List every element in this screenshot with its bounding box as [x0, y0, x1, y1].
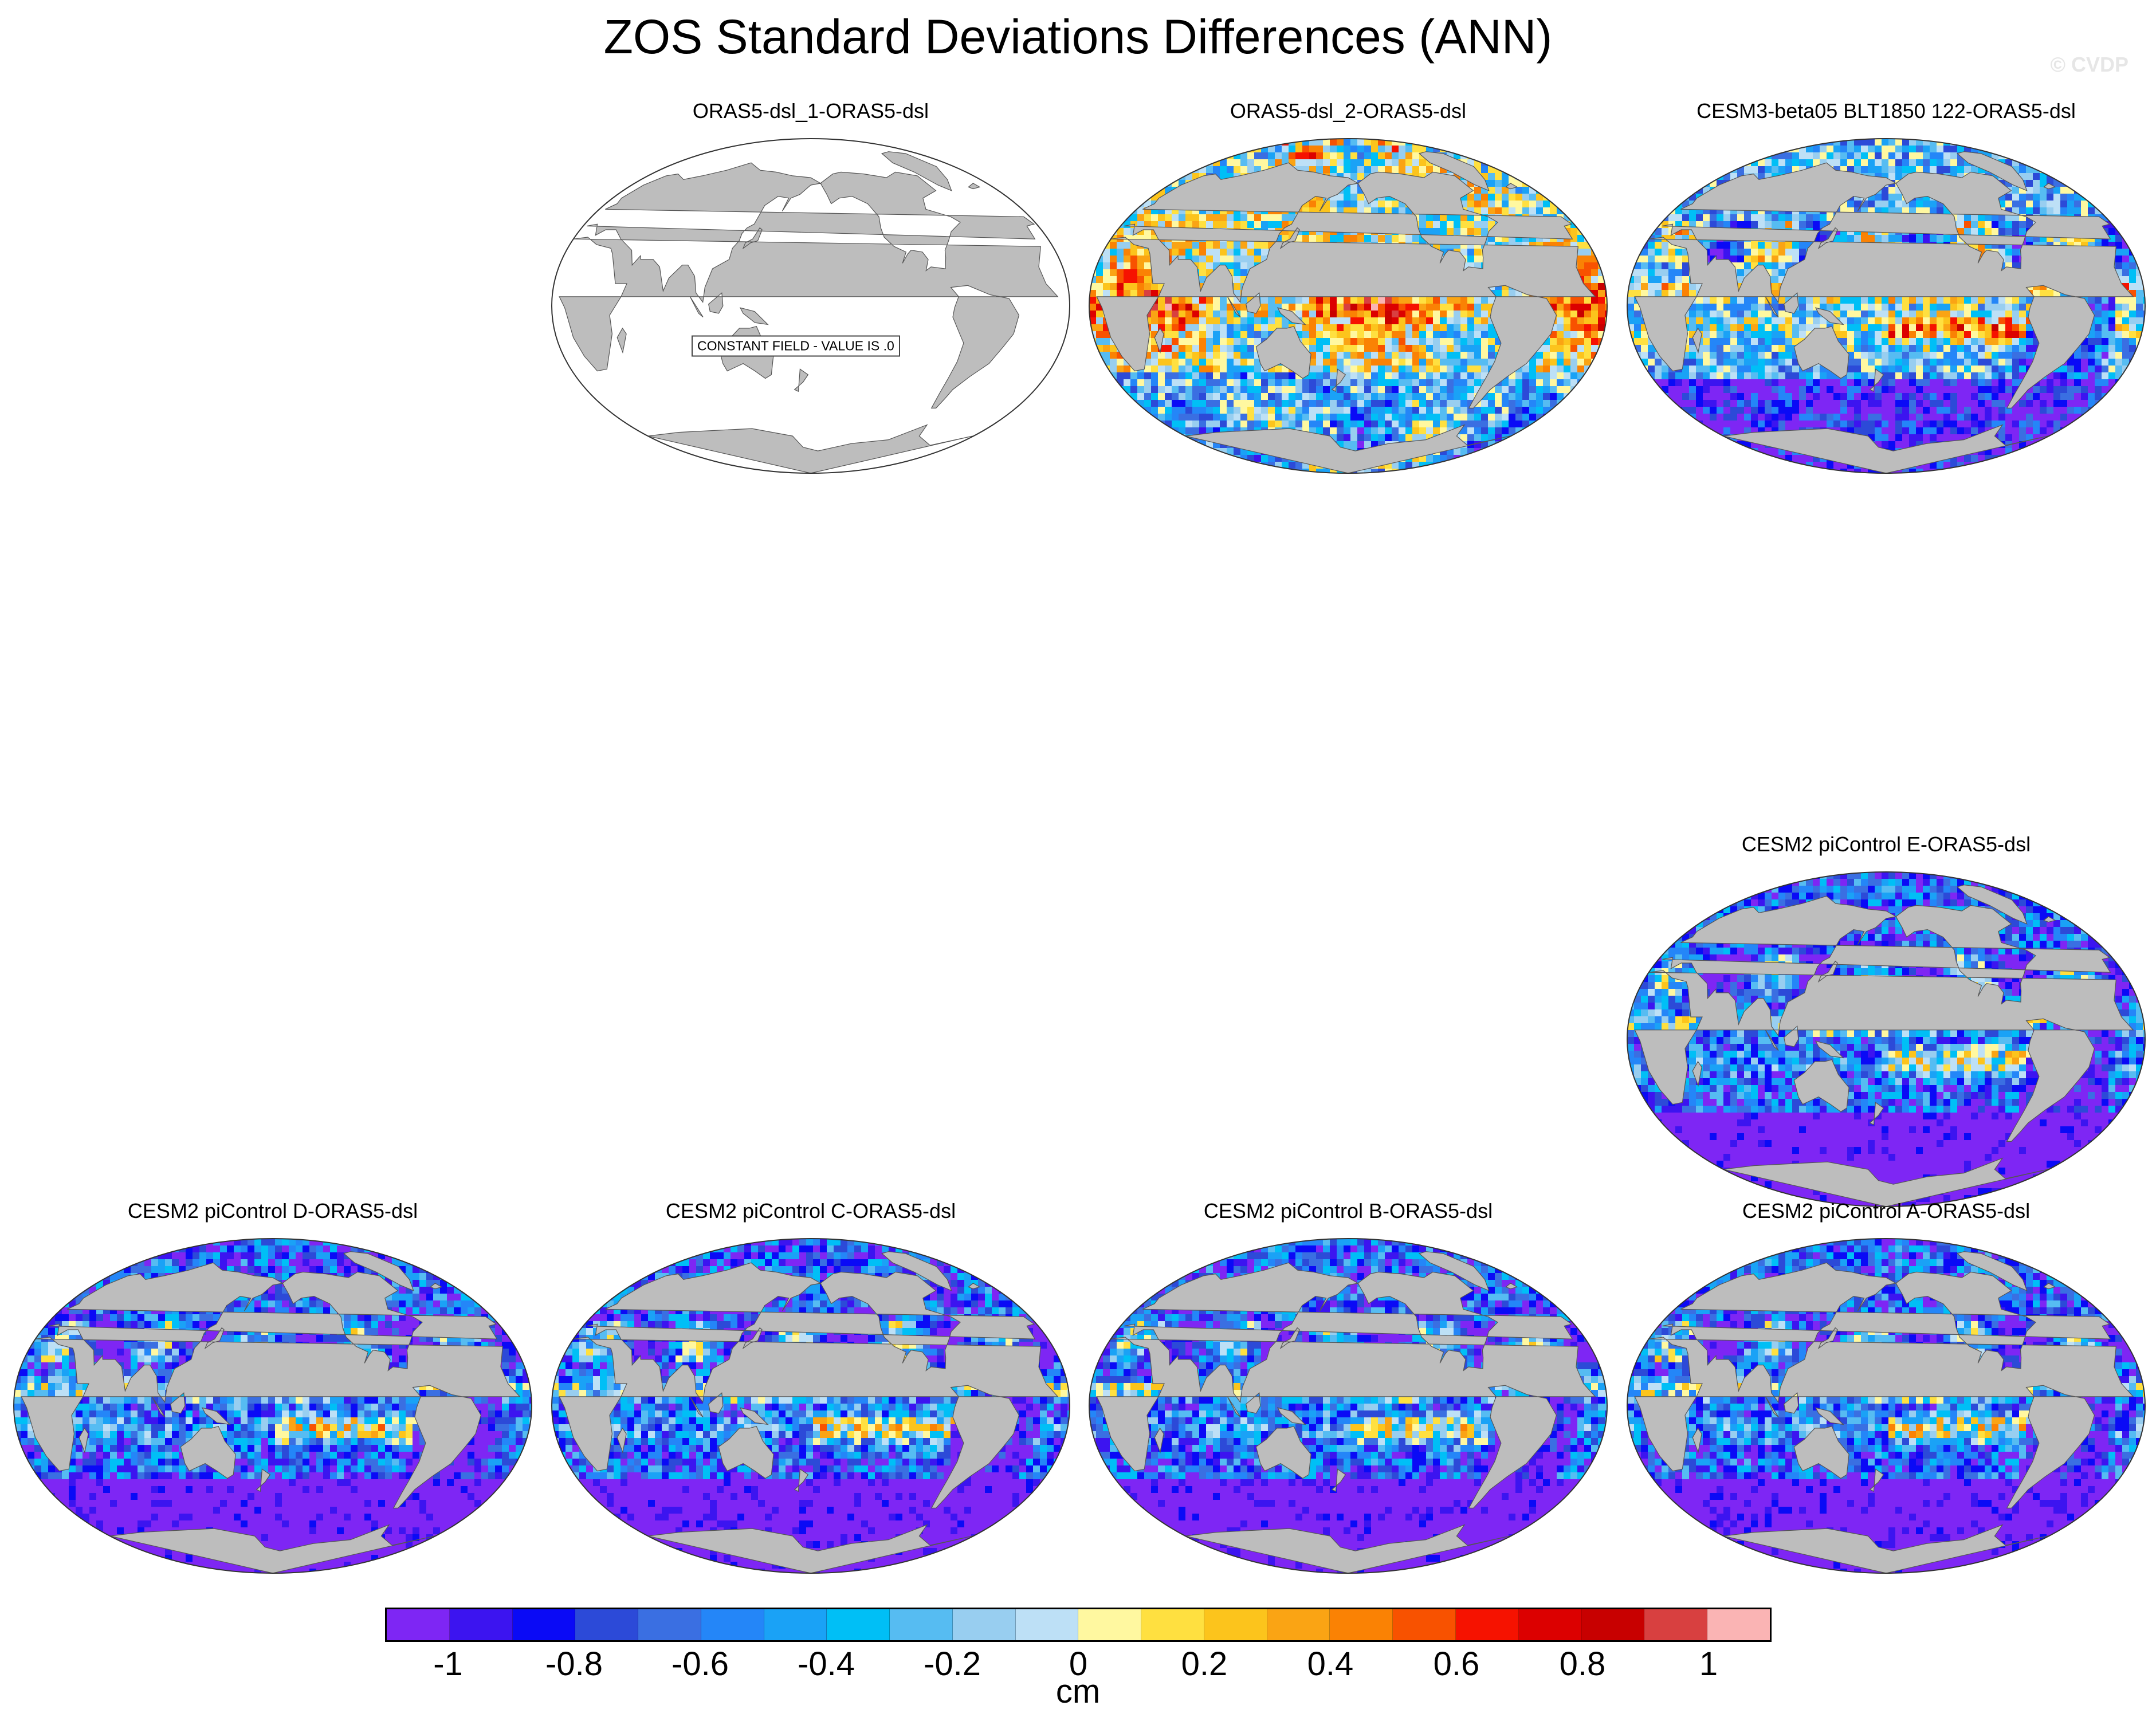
map-outline: [1627, 871, 2146, 1207]
colorbar-tick-label: 0.2: [1181, 1645, 1228, 1683]
ocean-field: [1089, 139, 1607, 473]
land-mask: [559, 151, 1059, 473]
colorbar-swatch: [701, 1609, 764, 1640]
colorbar-tick-label: -1: [433, 1645, 463, 1683]
colorbar-swatch: [764, 1609, 827, 1640]
panel-title: CESM2 piControl B-ORAS5-dsl: [1079, 1199, 1617, 1224]
colorbar: [385, 1608, 1772, 1642]
panel-title: CESM2 piControl E-ORAS5-dsl: [1617, 832, 2155, 857]
panel-title: ORAS5-dsl_1-ORAS5-dsl: [541, 99, 1080, 124]
map-projection: [13, 1238, 532, 1574]
map-panel-cesm2-d: CESM2 piControl D-ORAS5-dsl: [3, 1199, 542, 1577]
colorbar-tick-label: 0.4: [1307, 1645, 1354, 1683]
land-mask: [559, 1251, 1059, 1573]
panel-title: CESM3-beta05 BLT1850 122-ORAS5-dsl: [1617, 99, 2155, 124]
colorbar-swatch: [890, 1609, 953, 1640]
map-panel-oras5-dsl-1: ORAS5-dsl_1-ORAS5-dsl CONSTANT FIELD - V…: [541, 99, 1080, 477]
colorbar-tick-label: 1: [1699, 1645, 1718, 1683]
colorbar-swatch: [638, 1609, 701, 1640]
colorbar-swatch: [1456, 1609, 1519, 1640]
colorbar-tick-label: 0.6: [1434, 1645, 1480, 1683]
land-mask: [1096, 1251, 1596, 1573]
watermark: © CVDP: [2050, 53, 2128, 77]
map-panel-cesm2-a: CESM2 piControl A-ORAS5-dsl: [1617, 1199, 2155, 1577]
map-projection: [1627, 138, 2146, 474]
map-panel-cesm2-c: CESM2 piControl C-ORAS5-dsl: [541, 1199, 1080, 1577]
map-outline: [551, 138, 1070, 474]
colorbar-swatch: [1644, 1609, 1708, 1640]
colorbar-units: cm: [0, 1673, 2156, 1711]
ocean-field: [552, 1239, 1070, 1573]
colorbar-swatch: [387, 1609, 450, 1640]
map-projection: [1627, 1238, 2146, 1574]
colorbar-swatch: [1078, 1609, 1142, 1640]
map-projection: [551, 1238, 1070, 1574]
colorbar-tick-label: -0.2: [924, 1645, 981, 1683]
colorbar-swatch: [1393, 1609, 1456, 1640]
colorbar-tick-label: 0.8: [1560, 1645, 1606, 1683]
colorbar-swatch: [1204, 1609, 1267, 1640]
panel-title: CESM2 piControl A-ORAS5-dsl: [1617, 1199, 2155, 1224]
colorbar-swatch: [1707, 1609, 1770, 1640]
ocean-field: [1627, 1239, 2145, 1573]
colorbar-swatch: [449, 1609, 513, 1640]
map-outline: [1089, 1238, 1608, 1574]
map-panel-oras5-dsl-2: ORAS5-dsl_2-ORAS5-dsl: [1079, 99, 1617, 477]
land-mask: [1096, 151, 1596, 473]
land-mask: [1634, 1251, 2134, 1573]
constant-field-label: CONSTANT FIELD - VALUE IS .0: [692, 335, 900, 357]
map-outline: [551, 1238, 1070, 1574]
ocean-field: [1627, 872, 2145, 1207]
colorbar-swatch: [512, 1609, 576, 1640]
ocean-field: [1627, 139, 2145, 473]
figure-title: ZOS Standard Deviations Differences (ANN…: [0, 8, 2156, 65]
map-projection: [1627, 871, 2146, 1207]
ocean-field: [552, 139, 1070, 473]
map-projection: [1089, 138, 1608, 474]
map-outline: [1627, 138, 2146, 474]
panel-title: ORAS5-dsl_2-ORAS5-dsl: [1079, 99, 1617, 124]
map-outline: [1089, 138, 1608, 474]
land-mask: [1634, 885, 2134, 1207]
map-panel-cesm3-beta05: CESM3-beta05 BLT1850 122-ORAS5-dsl: [1617, 99, 2155, 477]
map-projection: [551, 138, 1070, 474]
ocean-field: [1089, 1239, 1607, 1573]
map-panel-cesm2-b: CESM2 piControl B-ORAS5-dsl: [1079, 1199, 1617, 1577]
colorbar-tick-label: 0: [1069, 1645, 1087, 1683]
colorbar-swatch: [1581, 1609, 1645, 1640]
colorbar-swatch: [1015, 1609, 1079, 1640]
colorbar-swatch: [1267, 1609, 1330, 1640]
map-outline: [1627, 1238, 2146, 1574]
colorbar-swatch: [952, 1609, 1016, 1640]
colorbar-swatch: [1518, 1609, 1582, 1640]
colorbar-tick-label: -0.4: [798, 1645, 855, 1683]
colorbar-swatch: [1330, 1609, 1393, 1640]
ocean-field: [14, 1239, 532, 1573]
colorbar-tick-label: -0.8: [545, 1645, 603, 1683]
panel-title: CESM2 piControl C-ORAS5-dsl: [541, 1199, 1080, 1224]
colorbar-swatch: [575, 1609, 639, 1640]
land-mask: [21, 1251, 521, 1573]
land-mask: [1634, 151, 2134, 473]
map-projection: [1089, 1238, 1608, 1574]
colorbar-swatch: [1141, 1609, 1204, 1640]
colorbar-swatch: [827, 1609, 890, 1640]
colorbar-tick-label: -0.6: [671, 1645, 729, 1683]
panel-title: CESM2 piControl D-ORAS5-dsl: [3, 1199, 542, 1224]
map-panel-cesm2-e: CESM2 piControl E-ORAS5-dsl: [1617, 832, 2155, 1210]
map-outline: [13, 1238, 532, 1574]
